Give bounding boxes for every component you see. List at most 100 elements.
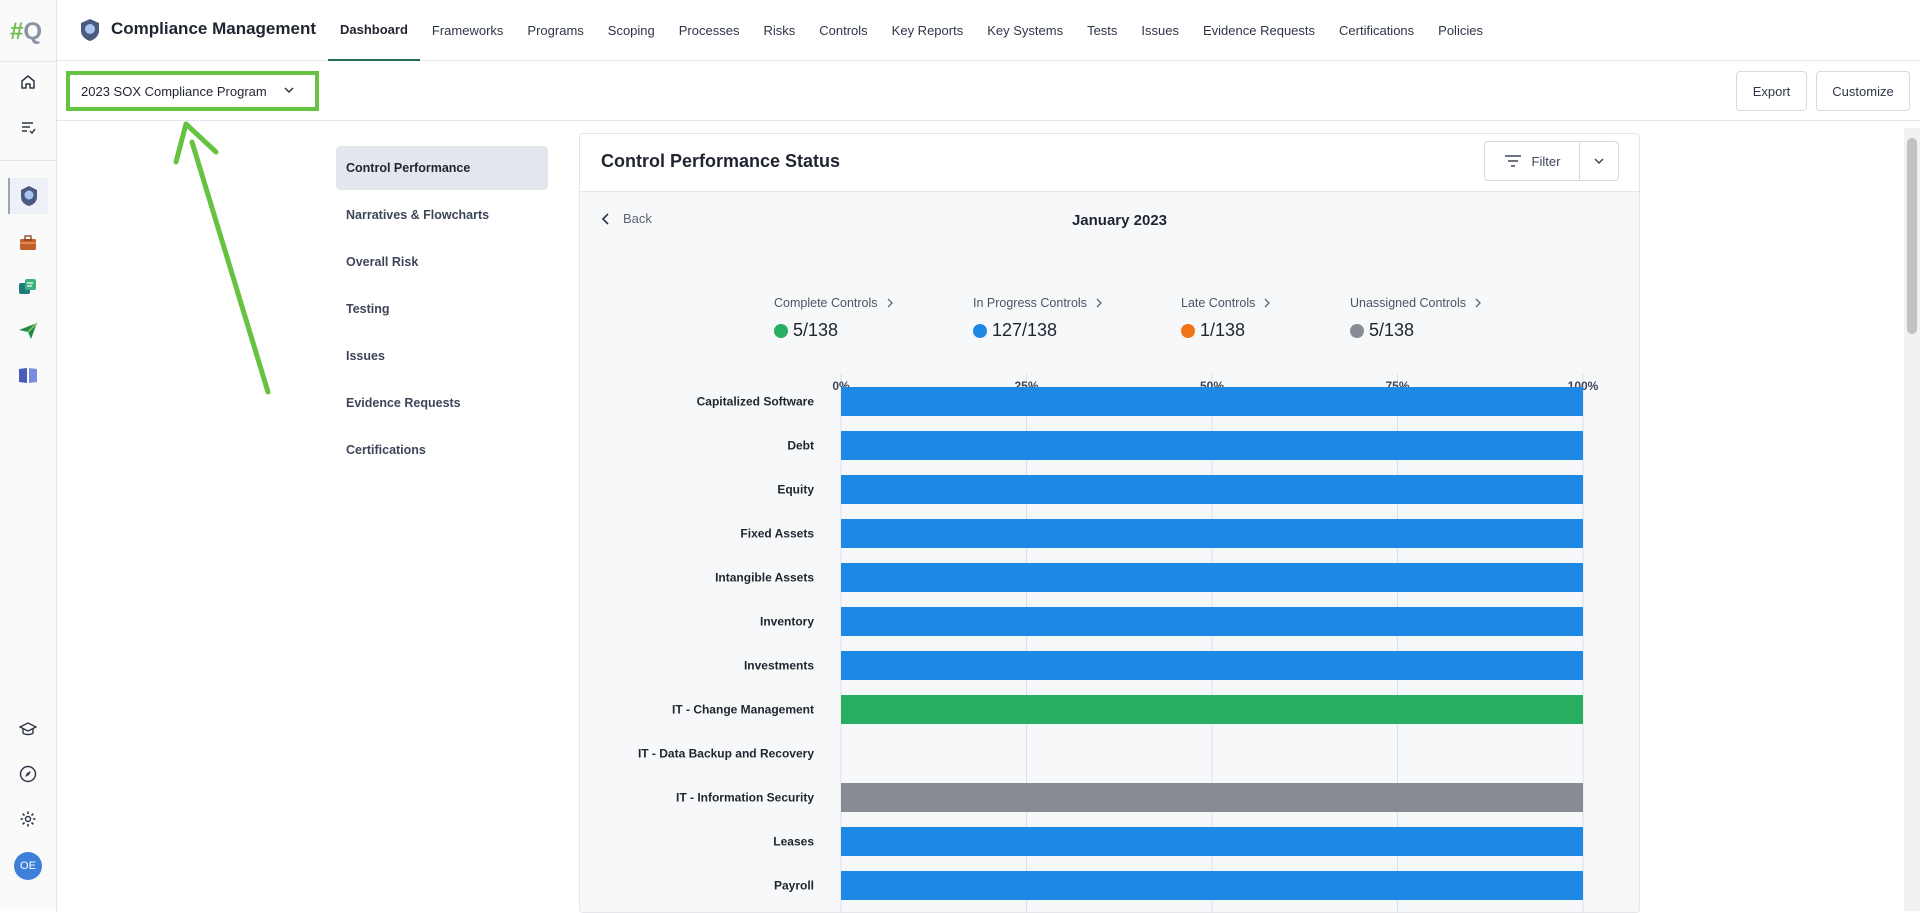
sync-icon[interactable] [8, 269, 48, 305]
nav-risks[interactable]: Risks [763, 23, 796, 38]
category-label: Capitalized Software [697, 395, 815, 409]
category-label: IT - Information Security [676, 791, 814, 805]
category-label: Debt [787, 439, 814, 453]
stat-in-progress-link[interactable]: In Progress Controls [973, 296, 1181, 310]
category-label: Fixed Assets [740, 527, 814, 541]
export-button[interactable]: Export [1736, 71, 1807, 111]
bar-in-progress[interactable] [841, 563, 1583, 592]
chevron-right-icon [887, 298, 893, 308]
chevron-down-icon [283, 84, 295, 99]
app-logo[interactable]: #Q [10, 18, 48, 46]
submenu-testing[interactable]: Testing [346, 302, 390, 316]
category-label: IT - Data Backup and Recovery [638, 747, 814, 761]
left-rail: #Q OE [0, 0, 57, 911]
late-dot [1181, 323, 1195, 338]
stat-unassigned-value: 5/138 [1369, 320, 1415, 340]
customize-button[interactable]: Customize [1816, 71, 1910, 111]
stat-in-progress-value: 127/138 [992, 320, 1058, 340]
tasks-icon[interactable] [8, 109, 48, 145]
logo-hash: # [10, 18, 24, 45]
filter-label: Filter [1531, 153, 1561, 169]
stat-complete: Complete Controls 5/138 [774, 296, 973, 341]
control-stats: Complete Controls 5/138 In Progress Cont… [774, 296, 1490, 341]
nav-controls[interactable]: Controls [819, 23, 868, 38]
submenu-issues[interactable]: Issues [346, 349, 385, 363]
stat-unassigned: Unassigned Controls 5/138 [1350, 296, 1490, 341]
compliance-badge-icon[interactable] [8, 178, 48, 214]
bar-in-progress[interactable] [841, 519, 1583, 548]
nav-frameworks[interactable]: Frameworks [431, 23, 504, 38]
bar-in-progress[interactable] [841, 607, 1583, 636]
stat-late-value: 1/138 [1200, 320, 1246, 340]
nav-dashboard[interactable]: Dashboard [328, 0, 420, 61]
top-bar: Compliance Management Dashboard Framewor… [57, 0, 1920, 61]
unassigned-dot [1350, 323, 1364, 338]
back-label: Back [623, 211, 652, 226]
bar-in-progress[interactable] [841, 827, 1583, 856]
submenu-evidence-requests[interactable]: Evidence Requests [346, 396, 461, 410]
nav-evidence-requests[interactable]: Evidence Requests [1203, 23, 1316, 38]
send-icon[interactable] [8, 313, 48, 349]
category-label: Investments [744, 659, 814, 673]
compliance-app-icon [79, 18, 101, 42]
stat-complete-link[interactable]: Complete Controls [774, 296, 973, 310]
chevron-down-icon [1594, 158, 1604, 165]
page-scrollbar[interactable] [1904, 128, 1920, 911]
avatar[interactable]: OE [14, 852, 42, 880]
submenu-certifications[interactable]: Certifications [346, 443, 426, 457]
category-label: IT - Change Management [672, 703, 814, 717]
academy-icon[interactable] [8, 711, 48, 747]
bar-in-progress[interactable] [841, 651, 1583, 680]
nav-certifications[interactable]: Certifications [1339, 23, 1415, 38]
back-button[interactable]: Back [601, 211, 652, 226]
chevron-right-icon [1264, 298, 1271, 308]
stat-late-label: Late Controls [1181, 296, 1256, 310]
bar-unassigned[interactable] [841, 783, 1583, 812]
in-progress-dot [973, 323, 987, 338]
settings-icon[interactable] [8, 801, 48, 837]
nav-programs[interactable]: Programs [527, 23, 584, 38]
submenu-control-performance[interactable]: Control Performance [336, 146, 548, 190]
chevron-left-icon [601, 212, 609, 225]
scrollbar-thumb[interactable] [1907, 138, 1917, 334]
bar-in-progress[interactable] [841, 475, 1583, 504]
bar-complete[interactable] [841, 695, 1583, 724]
bar-in-progress[interactable] [841, 431, 1583, 460]
nav-key-reports[interactable]: Key Reports [891, 23, 964, 38]
nav-key-systems[interactable]: Key Systems [987, 23, 1064, 38]
home-icon[interactable] [8, 64, 48, 100]
stat-in-progress: In Progress Controls 127/138 [973, 296, 1181, 341]
program-select[interactable]: 2023 SOX Compliance Program [66, 71, 319, 111]
logo-q: Q [23, 18, 43, 45]
chevron-right-icon [1475, 298, 1481, 308]
nav-processes[interactable]: Processes [678, 23, 740, 38]
filter-button[interactable]: Filter [1485, 142, 1580, 180]
sub-header: 2023 SOX Compliance Program Export Custo… [57, 61, 1920, 121]
submenu-overall-risk[interactable]: Overall Risk [346, 255, 419, 269]
compass-icon[interactable] [8, 756, 48, 792]
category-label: Payroll [774, 879, 814, 893]
control-performance-chart: 0% 25% 50% 75% 100%Capitalized SoftwareDebtE… [638, 374, 1599, 912]
stat-late: Late Controls 1/138 [1181, 296, 1350, 341]
app-title: Compliance Management [111, 19, 316, 38]
stat-complete-value: 5/138 [793, 320, 839, 340]
stat-unassigned-label: Unassigned Controls [1350, 296, 1467, 310]
nav-issues[interactable]: Issues [1141, 23, 1179, 38]
filter-control: Filter [1484, 141, 1619, 181]
filter-dropdown-button[interactable] [1580, 142, 1618, 180]
book-icon[interactable] [8, 357, 48, 393]
stat-unassigned-link[interactable]: Unassigned Controls [1350, 296, 1490, 310]
nav-tests[interactable]: Tests [1087, 23, 1118, 38]
stat-late-link[interactable]: Late Controls [1181, 296, 1350, 310]
chevron-right-icon [1096, 298, 1102, 308]
stat-in-progress-label: In Progress Controls [973, 296, 1087, 310]
briefcase-icon[interactable] [8, 225, 48, 261]
submenu-narratives-flowcharts[interactable]: Narratives & Flowcharts [346, 208, 490, 222]
nav-policies[interactable]: Policies [1438, 23, 1483, 38]
panel-title: Control Performance Status [601, 151, 841, 171]
category-label: Equity [777, 483, 814, 497]
period-label: January 2023 [1071, 212, 1168, 229]
bar-in-progress[interactable] [841, 871, 1583, 900]
bar-in-progress[interactable] [841, 387, 1583, 416]
nav-scoping[interactable]: Scoping [607, 23, 655, 38]
